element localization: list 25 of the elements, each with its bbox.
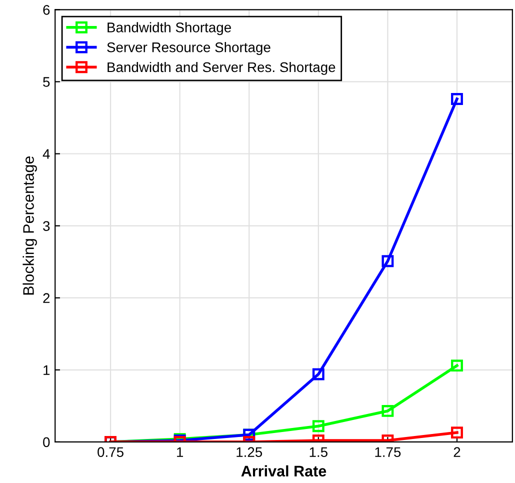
- y-tick-label: 3: [43, 221, 50, 231]
- point: [451, 360, 463, 372]
- legend-label: Bandwidth and Server Res. Shortage: [108, 62, 336, 75]
- x-tick-label: 0.75: [98, 447, 124, 458]
- x-tick-label: 1.75: [375, 447, 401, 458]
- point: [382, 404, 394, 417]
- y-axis-title: Blocking Percentage: [22, 156, 37, 295]
- point: [312, 420, 324, 432]
- point: [451, 93, 463, 105]
- x-tick-label: 2: [454, 447, 460, 457]
- point: [382, 255, 394, 268]
- point: [312, 368, 324, 380]
- x-tick-label: 1.25: [236, 447, 262, 458]
- y-tick-label: 0: [43, 437, 50, 448]
- point: [451, 426, 463, 439]
- x-tick-label: 1: [177, 447, 184, 457]
- x-tick-label: 1.5: [310, 447, 328, 458]
- y-tick-label: 1: [44, 365, 50, 375]
- y-tick-label: 4: [42, 149, 50, 159]
- legend-label: Server Resource Shortage: [107, 42, 270, 55]
- y-tick-label: 6: [43, 4, 50, 15]
- x-axis-title: Arrival Rate: [241, 465, 326, 477]
- y-tick-label: 2: [43, 293, 50, 303]
- legend-label: Bandwidth Shortage: [108, 22, 231, 36]
- y-tick-label: 5: [43, 77, 50, 87]
